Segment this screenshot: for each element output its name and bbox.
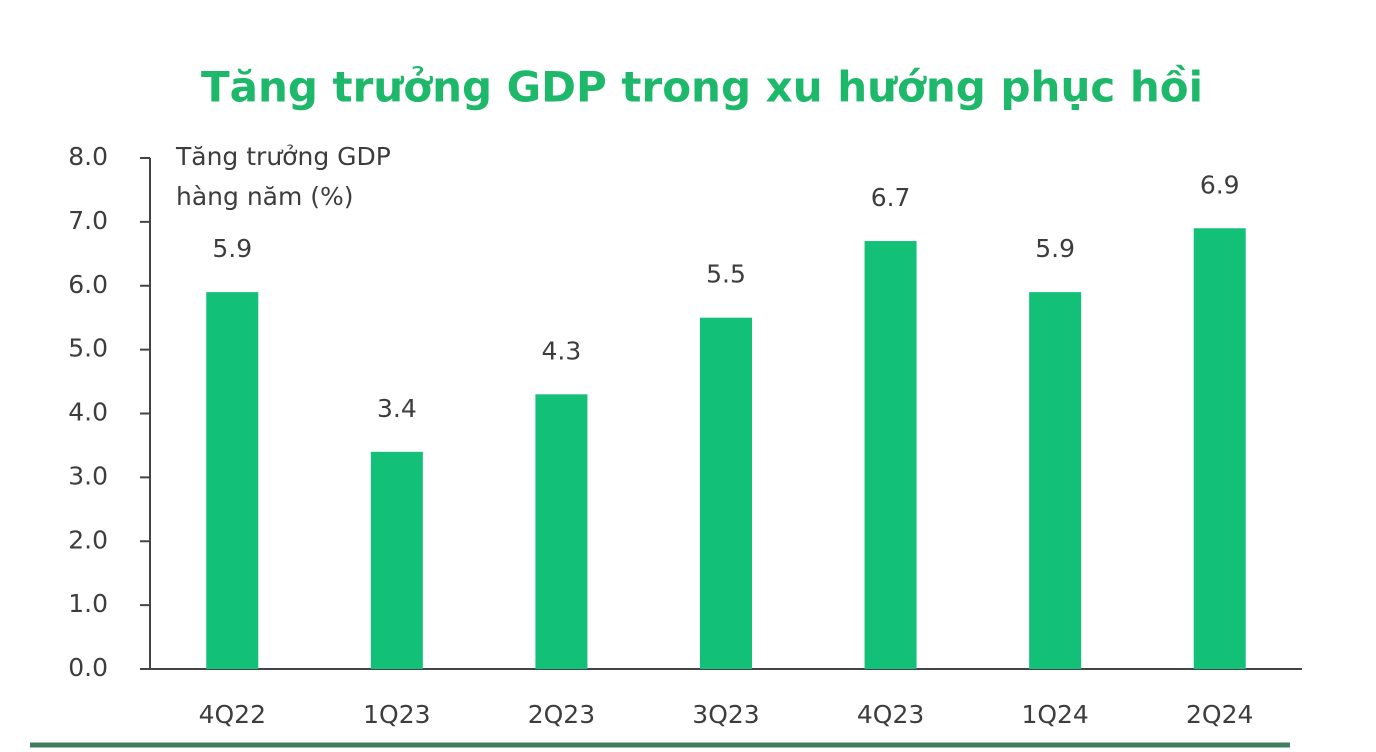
- x-tick-label: 2Q23: [528, 700, 595, 729]
- bar: [700, 317, 752, 669]
- y-tick-label: 3.0: [68, 461, 108, 490]
- x-tick-label: 4Q22: [199, 700, 266, 729]
- x-tick-label: 3Q23: [692, 700, 759, 729]
- value-label: 5.5: [706, 260, 746, 289]
- y-tick-label: 7.0: [68, 206, 108, 235]
- y-tick-label: 0.0: [68, 653, 108, 682]
- y-tick-label: 5.0: [68, 334, 108, 363]
- x-tick-label: 4Q23: [857, 700, 924, 729]
- bar: [535, 394, 588, 669]
- x-tick-label: 1Q23: [363, 700, 430, 729]
- bar: [206, 292, 259, 669]
- y-axis-label: hàng năm (%): [176, 182, 354, 211]
- y-tick-label: 2.0: [68, 525, 108, 554]
- value-label: 5.9: [212, 234, 252, 263]
- x-tick-label: 1Q24: [1021, 700, 1088, 729]
- y-tick-label: 1.0: [68, 589, 108, 618]
- value-label: 5.9: [1035, 234, 1075, 263]
- bar: [1193, 228, 1246, 669]
- value-label: 4.3: [542, 336, 582, 365]
- bar: [370, 451, 423, 669]
- x-tick-label: 2Q24: [1186, 700, 1253, 729]
- bar: [864, 241, 917, 669]
- value-label: 6.9: [1200, 170, 1240, 199]
- y-tick-label: 6.0: [68, 270, 108, 299]
- y-axis-label: Tăng trưởng GDP: [175, 142, 391, 171]
- value-label: 3.4: [377, 394, 417, 423]
- value-label: 6.7: [871, 183, 911, 212]
- bar: [1029, 292, 1082, 669]
- y-tick-label: 4.0: [68, 398, 108, 427]
- chart-title: Tăng trưởng GDP trong xu hướng phục hồi: [201, 63, 1203, 112]
- y-tick-label: 8.0: [68, 142, 108, 171]
